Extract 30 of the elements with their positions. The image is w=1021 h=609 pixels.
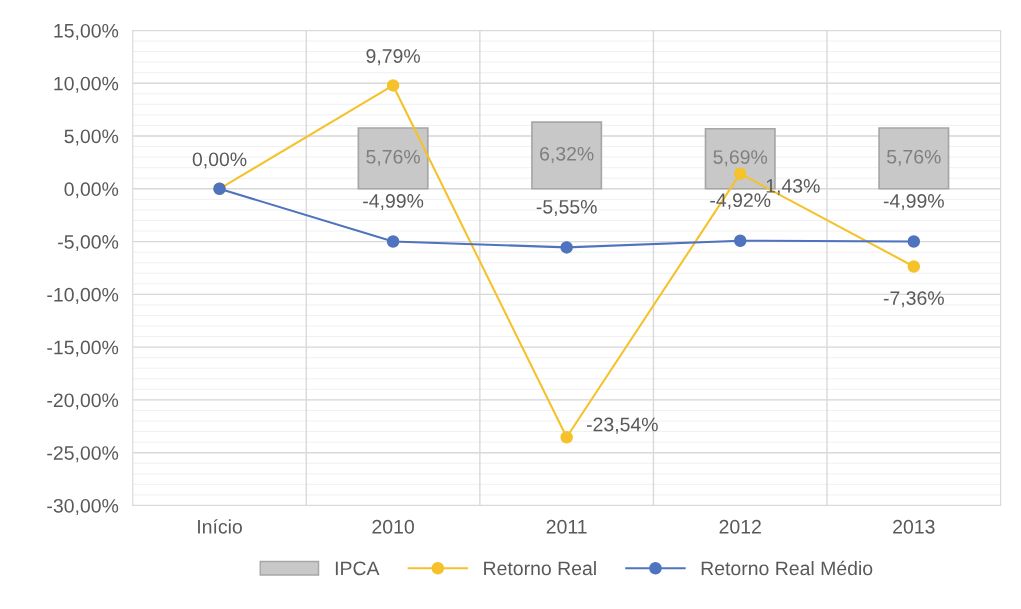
- legend-label: Retorno Real: [484, 560, 596, 576]
- x-tick-label: 2010: [372, 519, 414, 534]
- y-tick-label: -20,00%: [47, 393, 119, 410]
- data-label: 1,43%: [766, 179, 820, 196]
- legend-label: IPCA: [335, 561, 380, 576]
- y-tick-label: -30,00%: [47, 498, 119, 515]
- data-label: 0,00%: [192, 152, 247, 169]
- x-tick-label: 2011: [546, 519, 587, 534]
- y-tick-label: 10,00%: [54, 76, 119, 93]
- data-label: -5,55%: [536, 200, 597, 216]
- data-label: -4,99%: [883, 194, 944, 211]
- data-label: 6,32%: [540, 146, 594, 163]
- x-tick-label: Início: [198, 519, 242, 534]
- y-tick-label: -5,00%: [58, 235, 119, 252]
- y-tick-label: -10,00%: [47, 287, 119, 304]
- data-label: 5,76%: [366, 149, 420, 166]
- x-tick-label: 2013: [893, 519, 935, 534]
- legend-label: Retorno Real Médio: [701, 560, 873, 576]
- data-label: -4,99%: [363, 194, 424, 211]
- y-tick-label: 15,00%: [54, 23, 119, 40]
- data-label: -7,36%: [883, 291, 944, 308]
- x-tick-label: 2012: [719, 519, 761, 534]
- data-label: 5,69%: [713, 150, 768, 167]
- data-label: -23,54%: [586, 417, 658, 434]
- y-tick-label: -15,00%: [47, 340, 119, 357]
- data-label: 9,79%: [366, 49, 420, 66]
- y-tick-label: 5,00%: [64, 129, 119, 146]
- y-tick-label: -25,00%: [47, 446, 119, 463]
- data-label: 5,76%: [887, 149, 941, 166]
- y-tick-label: 0,00%: [64, 182, 119, 199]
